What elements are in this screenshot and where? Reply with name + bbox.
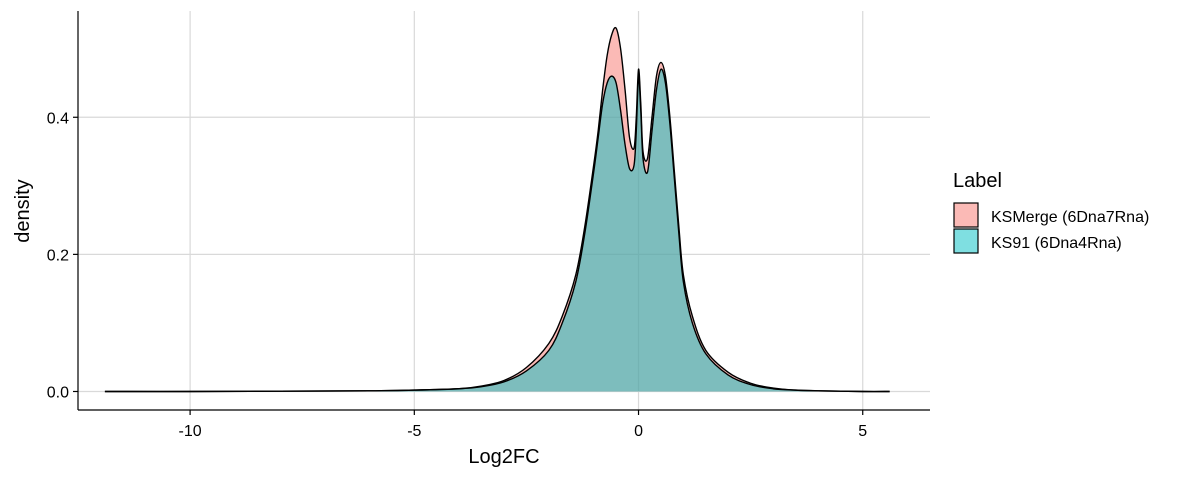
x-tick-label: -10 bbox=[179, 423, 202, 440]
density-series bbox=[104, 26, 890, 393]
y-tick-label: 0.0 bbox=[47, 384, 69, 401]
density-area-ksmerge bbox=[104, 27, 890, 392]
x-tick-label: 0 bbox=[634, 423, 643, 440]
density-area-ksmerge-outline bbox=[104, 26, 890, 393]
tick-labels: -10 -5 0 5 0.0 0.2 0.4 bbox=[47, 110, 868, 440]
legend: Label KSMerge (6Dna7Rna) KS91 (6Dna4Rna) bbox=[953, 170, 1149, 254]
legend-label-ks91: KS91 (6Dna4Rna) bbox=[991, 235, 1122, 252]
y-tick-label: 0.4 bbox=[47, 110, 69, 127]
axes bbox=[77, 11, 930, 411]
x-tick-label: -5 bbox=[407, 423, 421, 440]
legend-key-ks91 bbox=[953, 228, 979, 254]
density-area-ks91-outline bbox=[104, 68, 890, 393]
y-tick-label: 0.2 bbox=[47, 247, 69, 264]
x-tick-label: 5 bbox=[858, 423, 867, 440]
y-axis-title: density bbox=[12, 179, 34, 242]
legend-label-ksmerge: KSMerge (6Dna7Rna) bbox=[991, 209, 1149, 226]
legend-title: Label bbox=[953, 170, 1002, 192]
grid-lines bbox=[78, 11, 930, 410]
x-axis-title: Log2FC bbox=[468, 446, 539, 468]
legend-key-ksmerge bbox=[953, 202, 979, 228]
